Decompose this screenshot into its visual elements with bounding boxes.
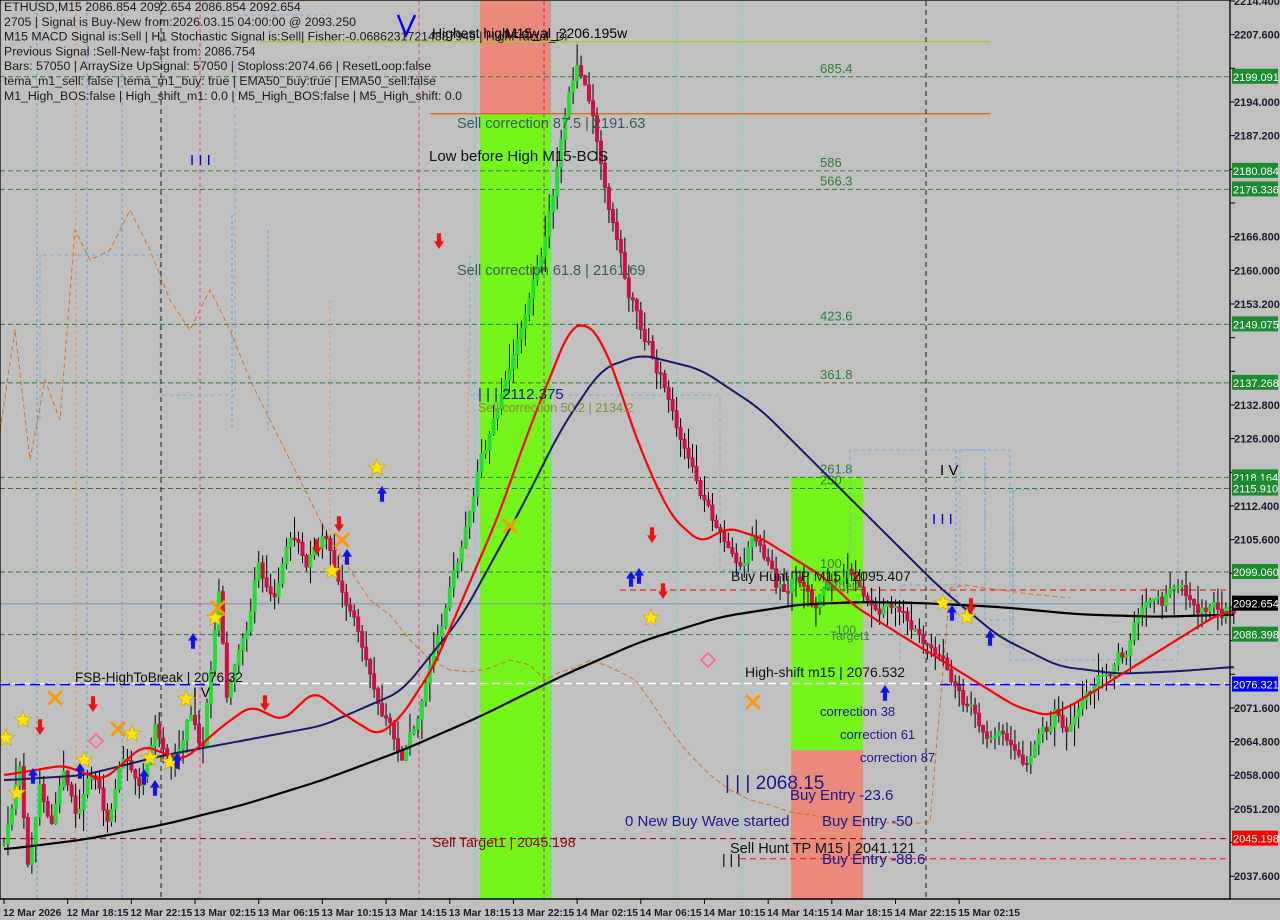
svg-text:685.4: 685.4	[820, 61, 853, 76]
svg-text:14 Mar 22:15: 14 Mar 22:15	[895, 908, 957, 919]
svg-text:2214.400: 2214.400	[1234, 0, 1280, 8]
svg-text:2051.200: 2051.200	[1234, 804, 1280, 816]
svg-text:FSB-HighToBreak | 2076.32: FSB-HighToBreak | 2076.32	[75, 670, 243, 685]
svg-text:ETHUSD,M15 2086.854 2092.654: ETHUSD,M15 2086.854 2092.654 2086.854 20…	[4, 0, 301, 14]
svg-text:2149.075: 2149.075	[1233, 319, 1279, 331]
svg-text:Previous Signal :Sell-New-fast: Previous Signal :Sell-New-fast from: 208…	[4, 44, 256, 58]
svg-text:423.6: 423.6	[820, 308, 853, 323]
svg-text:2176.336: 2176.336	[1233, 184, 1279, 196]
svg-text:Target1: Target1	[830, 629, 870, 643]
svg-text:tema_m1_sell: false | tema_m1_: tema_m1_sell: false | tema_m1_buy: true …	[4, 74, 436, 88]
svg-text:I I I: I I I	[932, 511, 953, 528]
svg-text:2115.910: 2115.910	[1233, 484, 1278, 496]
svg-text:13 Mar 18:15: 13 Mar 18:15	[449, 908, 511, 919]
svg-text:0 New Buy Wave started: 0 New Buy Wave started	[625, 813, 790, 830]
svg-text:2199.091: 2199.091	[1233, 72, 1279, 84]
svg-text:14 Mar 18:15: 14 Mar 18:15	[831, 908, 893, 919]
svg-text:Buy Hunt TP M15 | 2095.407: Buy Hunt TP M15 | 2095.407	[731, 568, 911, 584]
svg-text:correction 38: correction 38	[820, 704, 895, 719]
svg-text:13 Mar 06:15: 13 Mar 06:15	[258, 908, 320, 919]
svg-text:2112.400: 2112.400	[1234, 501, 1279, 513]
svg-text:361.8: 361.8	[820, 367, 853, 382]
svg-text:2105.600: 2105.600	[1234, 535, 1280, 547]
svg-text:14 Mar 02:15: 14 Mar 02:15	[576, 908, 638, 919]
svg-text:12 Mar 22:15: 12 Mar 22:15	[130, 908, 192, 919]
svg-text:2076.321: 2076.321	[1233, 680, 1279, 692]
svg-text:Sell correction 87.5 | 2191.63: Sell correction 87.5 | 2191.63	[457, 116, 645, 132]
svg-text:Buy Entry -23.6: Buy Entry -23.6	[790, 787, 893, 804]
svg-text:2137.268: 2137.268	[1233, 378, 1279, 390]
svg-text:M1_High_BOS:false | High_shift: M1_High_BOS:false | High_shift_m1: 0.0 |…	[4, 89, 462, 103]
svg-text:2058.000: 2058.000	[1234, 770, 1280, 782]
svg-text:I V: I V	[193, 684, 211, 700]
svg-text:correction 61: correction 61	[840, 727, 915, 742]
svg-text:| | |: | | |	[722, 851, 741, 867]
svg-text:13 Mar 22:15: 13 Mar 22:15	[512, 908, 574, 919]
svg-text:2037.600: 2037.600	[1234, 871, 1280, 883]
svg-text:Buy Entry -50: Buy Entry -50	[822, 813, 913, 830]
svg-text:Sell correction 50.2 | 2134.2: Sell correction 50.2 | 2134.2	[478, 401, 633, 415]
svg-text:14 Mar 10:15: 14 Mar 10:15	[703, 908, 765, 919]
svg-text:2166.800: 2166.800	[1234, 232, 1280, 244]
svg-text:12 Mar 2026: 12 Mar 2026	[3, 908, 62, 919]
svg-text:correction 87: correction 87	[860, 750, 935, 765]
svg-text:I I I: I I I	[190, 152, 211, 169]
svg-text:13 Mar 14:15: 13 Mar 14:15	[385, 908, 447, 919]
svg-text:2045.198: 2045.198	[1233, 834, 1279, 846]
svg-text:2132.800: 2132.800	[1234, 400, 1280, 412]
svg-text:566.3: 566.3	[820, 173, 853, 188]
svg-text:13 Mar 02:15: 13 Mar 02:15	[194, 908, 256, 919]
svg-text:2160.000: 2160.000	[1234, 265, 1280, 277]
svg-text:2064.800: 2064.800	[1234, 737, 1280, 749]
svg-text:Sell correction 61.8 | 2161.69: Sell correction 61.8 | 2161.69	[457, 263, 645, 279]
svg-text:2705 | Signal is Buy-New from:: 2705 | Signal is Buy-New from:2026.03.15…	[4, 15, 356, 29]
svg-text:Buy Entry -88.6: Buy Entry -88.6	[822, 851, 925, 868]
svg-text:2187.200: 2187.200	[1234, 131, 1280, 143]
svg-text:2126.000: 2126.000	[1234, 434, 1280, 446]
svg-text:15 Mar 02:15: 15 Mar 02:15	[958, 908, 1020, 919]
svg-text:2071.600: 2071.600	[1234, 703, 1280, 715]
svg-text:2099.060: 2099.060	[1233, 567, 1279, 579]
svg-text:586: 586	[820, 155, 842, 170]
svg-text:14 Mar 06:15: 14 Mar 06:15	[640, 908, 702, 919]
svg-text:2207.600: 2207.600	[1234, 30, 1280, 42]
svg-text:Target2: Target2	[822, 579, 862, 593]
svg-text:2180.084: 2180.084	[1233, 166, 1279, 178]
svg-text:High-shift m15 | 2076.532: High-shift m15 | 2076.532	[745, 664, 905, 680]
svg-text:2092.654: 2092.654	[1233, 599, 1279, 611]
svg-text:Sell Target1 | 2045.198: Sell Target1 | 2045.198	[432, 834, 576, 850]
svg-text:14 Mar 14:15: 14 Mar 14:15	[767, 908, 829, 919]
svg-text:13 Mar 10:15: 13 Mar 10:15	[321, 908, 383, 919]
svg-text:M15 MACD Signal is:Sell | H1 S: M15 MACD Signal is:Sell | H1 Stochastic …	[4, 30, 567, 44]
svg-text:Bars: 57050 | ArraySize UpSign: Bars: 57050 | ArraySize UpSignal: 57050 …	[4, 59, 431, 73]
svg-text:2153.200: 2153.200	[1234, 299, 1280, 311]
svg-text:12 Mar 18:15: 12 Mar 18:15	[67, 908, 129, 919]
svg-text:I V: I V	[940, 462, 958, 479]
svg-text:Low before High M15-BOS: Low before High M15-BOS	[429, 148, 608, 165]
svg-text:2194.000: 2194.000	[1234, 97, 1280, 109]
svg-text:2086.398: 2086.398	[1233, 630, 1279, 642]
